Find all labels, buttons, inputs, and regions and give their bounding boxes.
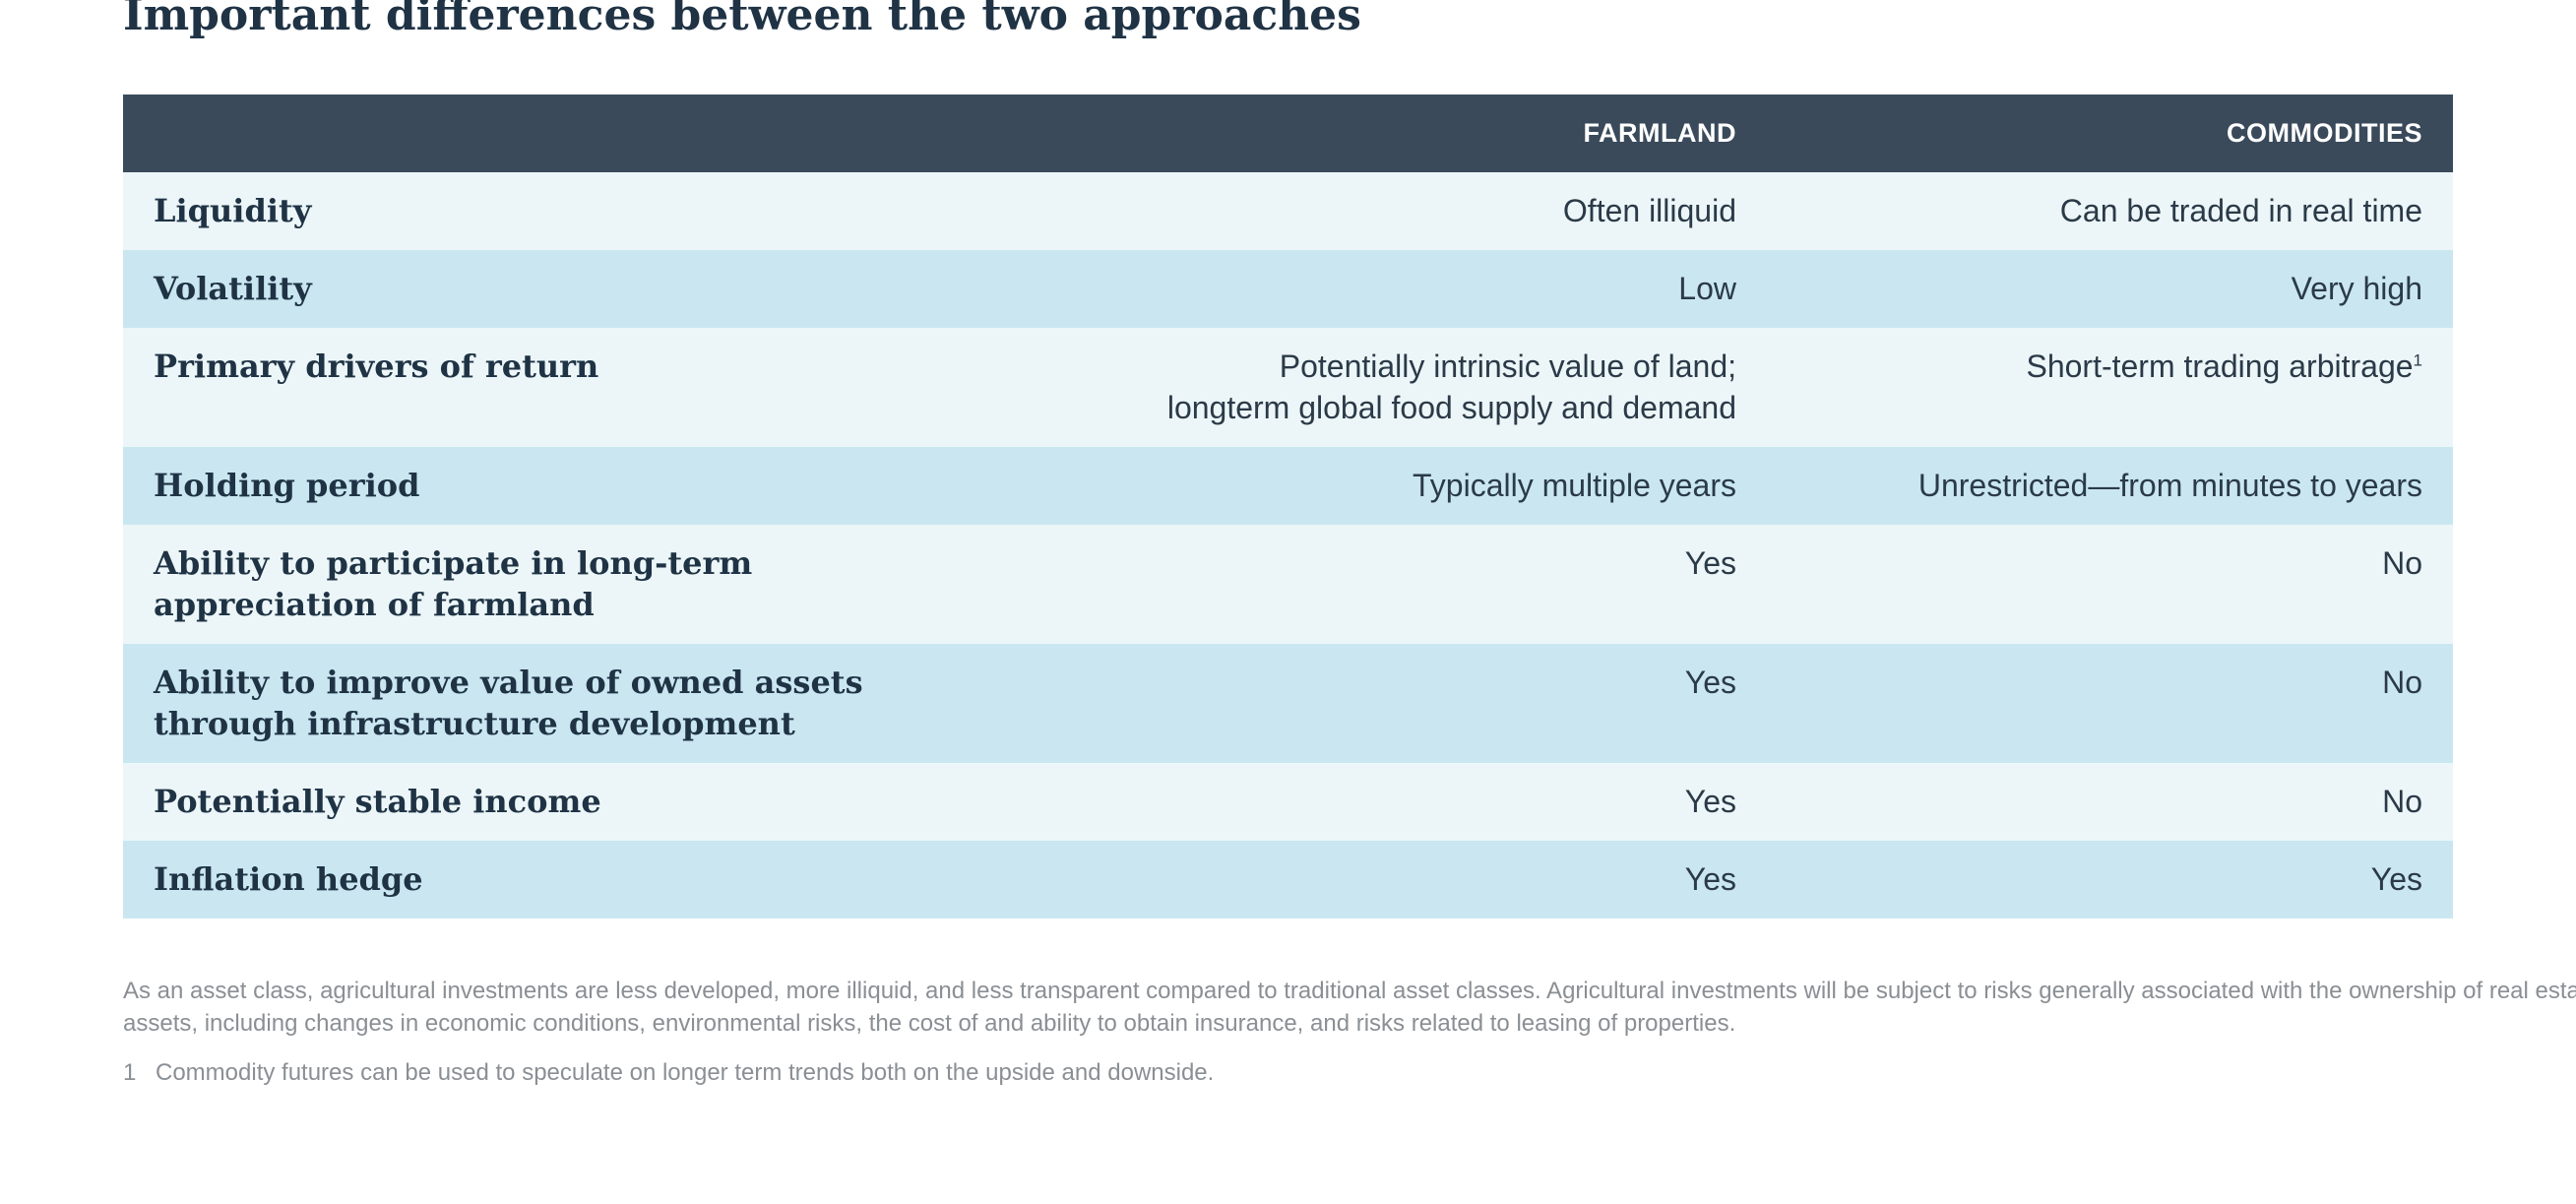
- table-header-row: FARMLAND COMMODITIES: [123, 95, 2453, 172]
- header-farmland: FARMLAND: [1583, 118, 1736, 148]
- table-row: Ability to improve value of owned assets…: [123, 644, 2453, 763]
- table-row: Primary drivers of return Potentially in…: [123, 328, 2453, 447]
- footnotes: As an asset class, agricultural investme…: [123, 975, 2576, 1089]
- commodities-value: Very high: [2291, 271, 2422, 306]
- table-row: Potentially stable income Yes No: [123, 763, 2453, 841]
- row-label: Inflation hedge: [154, 860, 423, 898]
- row-label: Ability to participate in long-term appr…: [154, 544, 753, 623]
- footnote-number: 1: [123, 1059, 137, 1086]
- farmland-value: Potentially intrinsic value of land; lon…: [1166, 349, 1736, 425]
- commodities-value: Unrestricted—from minutes to years: [1917, 468, 2422, 503]
- row-label: Primary drivers of return: [154, 348, 599, 385]
- farmland-value: Yes: [1684, 545, 1736, 581]
- farmland-value: Typically multiple years: [1413, 468, 1736, 503]
- row-label: Volatility: [154, 270, 312, 307]
- farmland-value: Yes: [1684, 784, 1736, 819]
- commodities-value: No: [2382, 545, 2422, 581]
- farmland-value: Often illiquid: [1562, 193, 1736, 228]
- farmland-value: Yes: [1684, 665, 1736, 700]
- disclaimer-text: As an asset class, agricultural investme…: [123, 978, 2576, 1037]
- row-label: Holding period: [154, 467, 420, 504]
- farmland-value: Yes: [1684, 861, 1736, 897]
- commodities-value: No: [2382, 665, 2422, 700]
- header-commodities: COMMODITIES: [2227, 118, 2422, 148]
- commodities-value: Can be traded in real time: [2059, 193, 2422, 228]
- table-row: Inflation hedge Yes Yes: [123, 841, 2453, 919]
- table-row: Holding period Typically multiple years …: [123, 447, 2453, 525]
- page-title: Important differences between the two ap…: [123, 0, 1361, 40]
- row-label: Liquidity: [154, 192, 312, 229]
- commodities-value: No: [2382, 784, 2422, 819]
- row-label: Ability to improve value of owned assets…: [154, 664, 863, 742]
- footnote-1: 1 Commodity futures can be used to specu…: [123, 1056, 2426, 1089]
- farmland-value: Low: [1678, 271, 1736, 306]
- row-label: Potentially stable income: [154, 783, 601, 820]
- table-row: Liquidity Often illiquid Can be traded i…: [123, 172, 2453, 250]
- comparison-table: FARMLAND COMMODITIES Liquidity Often ill…: [123, 95, 2453, 919]
- commodities-value: Yes: [2370, 861, 2422, 897]
- footnote-text: Commodity futures can be used to specula…: [156, 1059, 1215, 1086]
- table-row: Ability to participate in long-term appr…: [123, 525, 2453, 644]
- commodities-value: Short-term trading arbitrage1: [2026, 349, 2422, 384]
- table-row: Volatility Low Very high: [123, 250, 2453, 328]
- footnote-marker: 1: [2413, 350, 2422, 370]
